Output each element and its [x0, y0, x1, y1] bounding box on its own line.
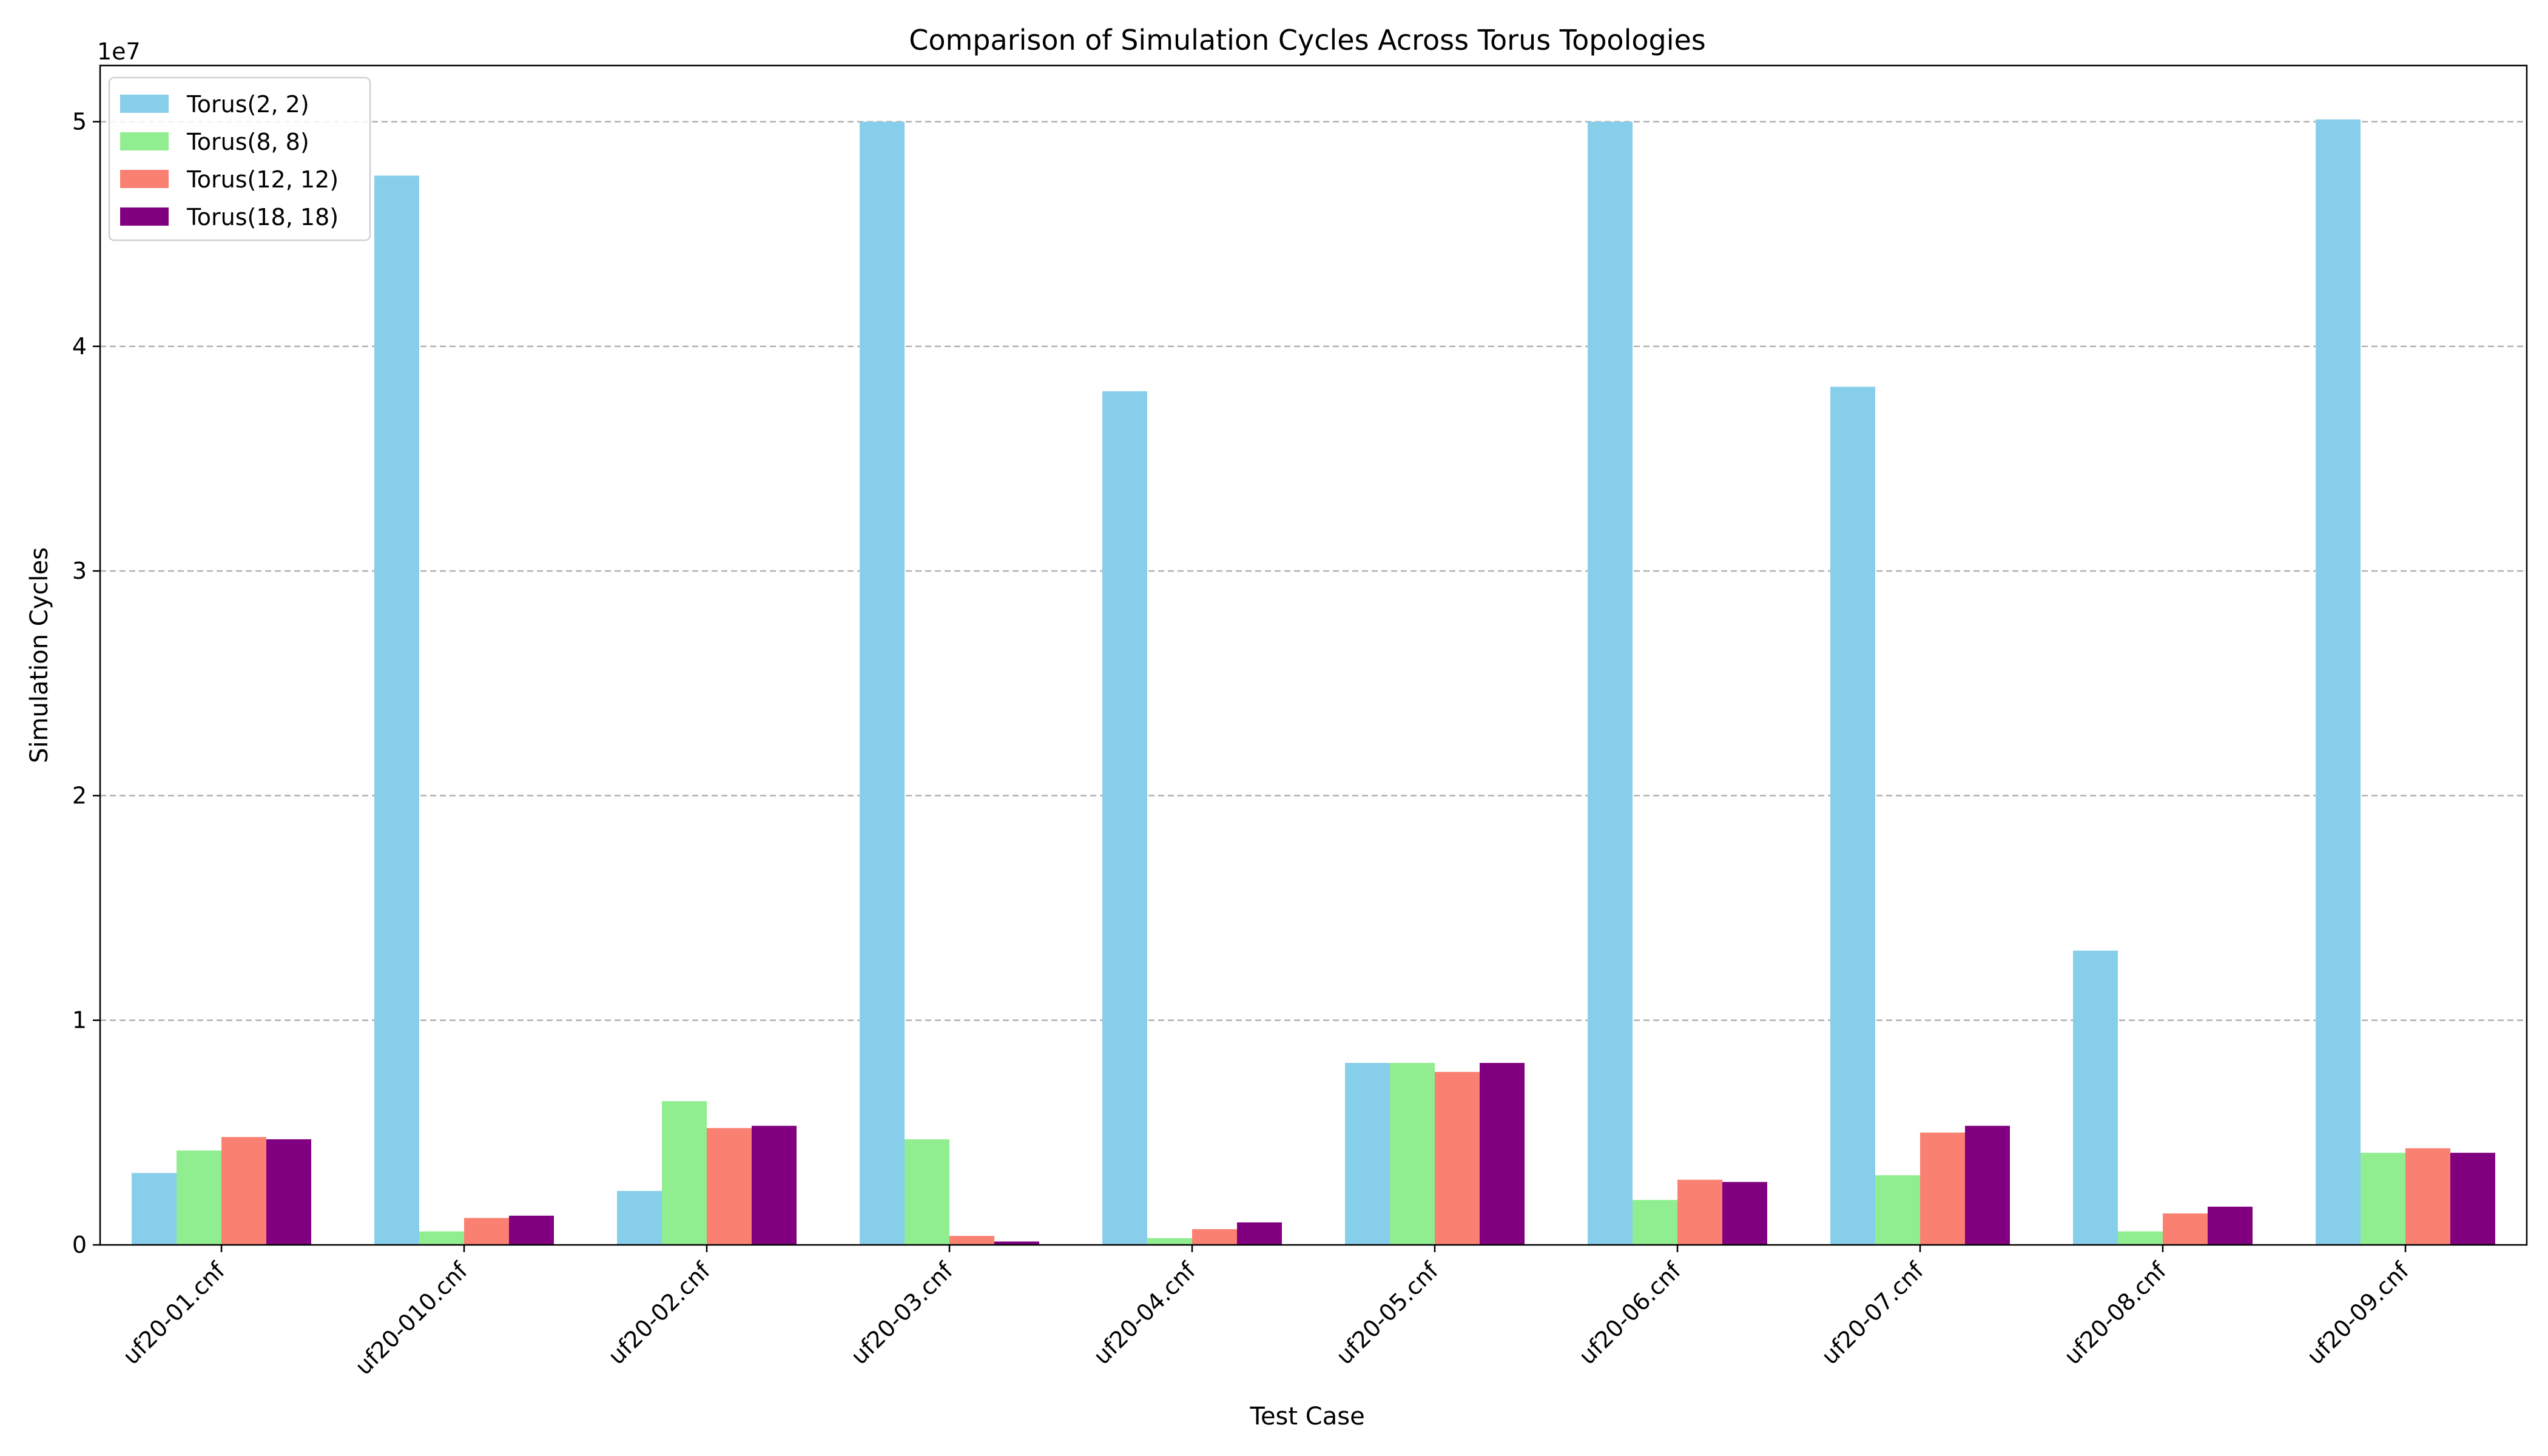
- legend-swatch: [120, 95, 169, 113]
- x-axis-label: Test Case: [1249, 1403, 1364, 1431]
- y-tick-label: 1: [72, 1007, 87, 1034]
- x-axis-ticks: uf20-01.cnf uf20-010.cnf uf20-02.cnf uf20-0…: [118, 1245, 2415, 1380]
- bar: [266, 1139, 311, 1245]
- x-tick-label: uf20-05.cnf: [1331, 1256, 1444, 1370]
- bars: [132, 119, 2495, 1245]
- bar: [2450, 1153, 2495, 1245]
- legend: Torus(2, 2) Torus(8, 8) Torus(12, 12) Torus…: [108, 76, 371, 241]
- bar: [752, 1125, 797, 1245]
- bar: [2361, 1153, 2405, 1245]
- bar: [1192, 1229, 1237, 1245]
- chart-title: Comparison of Simulation Cycles Across T…: [909, 24, 1706, 56]
- bar: [2118, 1231, 2163, 1245]
- y-tick-label: 2: [72, 782, 87, 809]
- legend-label: Torus(2, 2): [186, 91, 309, 118]
- bar: [1345, 1063, 1390, 1245]
- bar: [1875, 1175, 1920, 1245]
- y-tick-label: 3: [72, 558, 87, 584]
- bar: [221, 1137, 266, 1245]
- x-tick-label: uf20-03.cnf: [846, 1256, 959, 1370]
- bar: [1830, 386, 1875, 1245]
- bar: [2208, 1207, 2253, 1245]
- bar: [2405, 1148, 2450, 1245]
- bar: [2163, 1213, 2208, 1245]
- y-axis-label: Simulation Cycles: [25, 547, 53, 763]
- bar: [707, 1128, 752, 1245]
- bar: [1390, 1063, 1435, 1245]
- bar: [1965, 1125, 2010, 1245]
- bar: [1237, 1222, 1282, 1245]
- legend-swatch: [120, 207, 169, 226]
- bar: [617, 1191, 662, 1245]
- x-tick-label: uf20-02.cnf: [603, 1256, 716, 1370]
- bar: [1722, 1182, 1767, 1245]
- bar: [2073, 950, 2118, 1245]
- bar: [374, 175, 419, 1245]
- legend-swatch: [120, 170, 169, 188]
- bar: [177, 1150, 221, 1245]
- x-tick-label: uf20-08.cnf: [2059, 1256, 2172, 1370]
- y-axis-ticks: 0 1 2 3 4 5: [72, 109, 100, 1258]
- x-tick-label: uf20-09.cnf: [2302, 1256, 2415, 1370]
- bar: [1102, 391, 1147, 1245]
- y-tick-label: 4: [72, 333, 87, 360]
- bar: [1633, 1199, 1677, 1245]
- legend-label: Torus(8, 8): [186, 129, 309, 155]
- plot-frame: [99, 64, 2528, 1246]
- bar: [1435, 1071, 1480, 1245]
- legend-box: [108, 76, 371, 241]
- bar: [860, 121, 905, 1245]
- bar: [1480, 1063, 1525, 1245]
- legend-label: Torus(12, 12): [186, 166, 339, 193]
- bar: [2316, 119, 2361, 1245]
- x-tick-label: uf20-01.cnf: [118, 1256, 231, 1370]
- x-tick-label: uf20-04.cnf: [1088, 1256, 1202, 1370]
- y-tick-label: 5: [72, 109, 87, 135]
- bar: [419, 1231, 464, 1245]
- bar: [994, 1241, 1039, 1245]
- y-axis-offset-label: 1e7: [97, 38, 141, 65]
- gridlines: [100, 121, 2527, 1021]
- y-tick-label: 0: [72, 1232, 87, 1258]
- bar: [949, 1236, 994, 1245]
- x-tick-label: uf20-06.cnf: [1574, 1256, 1687, 1370]
- bar: [662, 1101, 707, 1245]
- bar: [1677, 1179, 1722, 1245]
- bar: [1920, 1132, 1965, 1245]
- bar: [132, 1173, 177, 1245]
- bar: [509, 1215, 554, 1245]
- legend-label: Torus(18, 18): [186, 204, 339, 231]
- x-tick-label: uf20-07.cnf: [1816, 1256, 1930, 1370]
- axes: [99, 64, 2528, 1246]
- bar: [1147, 1238, 1192, 1245]
- legend-swatch: [120, 132, 169, 150]
- bar: [464, 1218, 509, 1245]
- bar: [1588, 121, 1633, 1245]
- bar: [905, 1139, 949, 1245]
- x-tick-label: uf20-010.cnf: [350, 1256, 474, 1380]
